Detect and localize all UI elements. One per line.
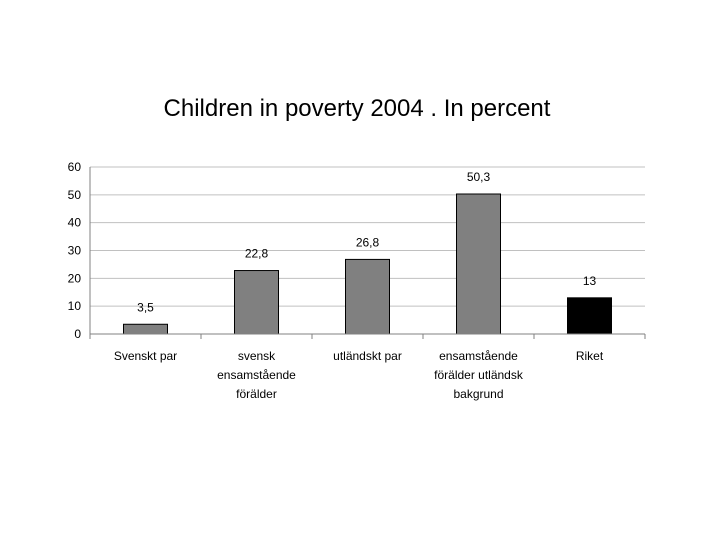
bar — [567, 297, 612, 335]
category-label: ensamstående — [439, 349, 518, 363]
category-label: Svenskt par — [114, 349, 177, 363]
y-tick-label: 40 — [68, 216, 82, 230]
category-label: förälder utländsk — [434, 368, 524, 382]
bar — [123, 323, 168, 335]
data-label: 26,8 — [356, 235, 380, 249]
y-tick-label: 0 — [74, 327, 81, 341]
y-tick-label: 50 — [68, 188, 82, 202]
y-tick-label: 20 — [68, 271, 82, 285]
category-label: bakgrund — [453, 387, 503, 401]
gridlines — [90, 166, 645, 307]
category-label: utländskt par — [333, 349, 402, 363]
bars — [123, 193, 612, 335]
data-label: 3,5 — [137, 300, 154, 314]
category-label: Riket — [576, 349, 604, 363]
y-tick-label: 30 — [68, 244, 82, 258]
data-label: 50,3 — [467, 170, 491, 184]
chart-title: Children in poverty 2004 . In percent — [164, 95, 551, 122]
y-axis-ticks: 0 10 20 30 40 50 60 — [68, 160, 82, 341]
data-labels: 3,5 22,8 26,8 50,3 13 — [137, 170, 596, 314]
bar — [345, 258, 390, 335]
data-label: 13 — [583, 274, 597, 288]
category-label: förälder — [236, 387, 277, 401]
y-tick-label: 10 — [68, 299, 82, 313]
bar — [234, 270, 279, 335]
category-label: svensk — [238, 349, 276, 363]
y-tick-label: 60 — [68, 160, 82, 174]
x-axis-categories: Svenskt par svensk ensamstående förälder utl… — [89, 334, 646, 401]
bar — [456, 193, 501, 335]
data-label: 22,8 — [245, 247, 269, 261]
category-label: ensamstående — [217, 368, 296, 382]
